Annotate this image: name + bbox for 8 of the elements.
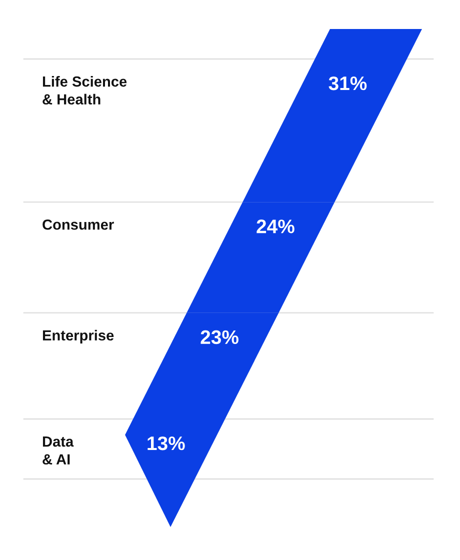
category-label: Consumer: [42, 219, 114, 230]
data-label: 24%: [256, 220, 294, 234]
data-label: 23%: [200, 330, 238, 344]
data-label: 31%: [328, 76, 367, 90]
data-label: 13%: [148, 436, 185, 450]
category-label: Enterprise: [42, 330, 114, 344]
category-label: Data & AI: [42, 436, 74, 465]
category-label: Life Science & Health: [42, 76, 127, 105]
